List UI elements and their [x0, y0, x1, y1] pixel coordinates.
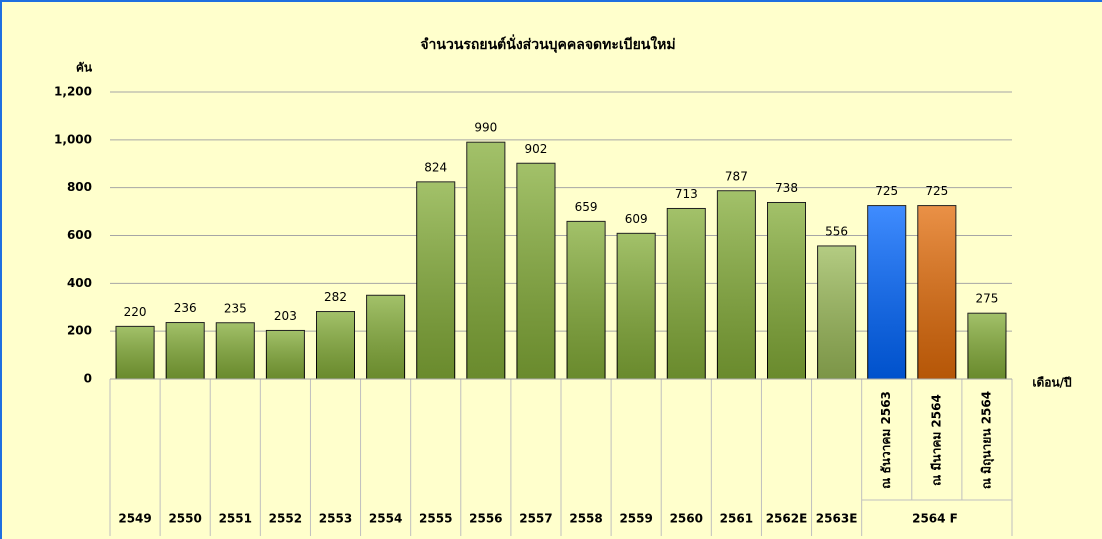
x-tick-label: ณ มีนาคม 2564: [929, 394, 943, 486]
y-tick-label: 600: [67, 228, 92, 242]
x-tick-label: 2561: [720, 512, 753, 526]
y-tick-label: 200: [67, 324, 92, 338]
bar: [265, 329, 305, 380]
x-tick-label: 2559: [619, 512, 652, 526]
x-tick-label: 2558: [569, 512, 602, 526]
bar: [716, 190, 756, 380]
bar: [767, 201, 806, 380]
x-tick-label: ณ ธันวาคม 2563: [879, 391, 893, 489]
bar: [666, 207, 706, 380]
x-tick-label: 2560: [670, 512, 703, 526]
bar: [616, 232, 656, 380]
data-label: 609: [625, 212, 648, 226]
y-tick-label: 800: [67, 180, 92, 194]
bar: [115, 325, 155, 380]
y-tick-label: 1,000: [54, 132, 92, 146]
bar: [817, 245, 857, 380]
x-tick-label: 2549: [118, 512, 151, 526]
x-tick-label: 2554: [369, 512, 402, 526]
bar: [917, 205, 957, 380]
x-tick-label: 2563E: [816, 512, 858, 526]
x-tick-label: ณ มิถุนายน 2564: [979, 391, 994, 489]
data-label: 236: [174, 301, 197, 315]
data-label: 713: [675, 187, 698, 201]
data-label: 235: [224, 301, 247, 315]
x-tick-label: 2556: [469, 512, 502, 526]
data-label: 990: [474, 121, 497, 135]
x-tick-label: 2555: [419, 512, 452, 526]
bar: [366, 294, 406, 380]
data-label: 824: [424, 160, 447, 174]
bar: [416, 181, 456, 380]
data-label: 556: [825, 225, 848, 239]
chart-title: จำนวนรถยนต์นั่งส่วนบุคคลจดทะเบียนใหม่: [420, 34, 675, 53]
y-axis-label: คัน: [76, 61, 93, 75]
data-label: 725: [875, 184, 898, 198]
bar: [165, 322, 205, 380]
x-tick-label: 2562E: [766, 512, 808, 526]
data-label: 282: [324, 290, 347, 304]
group-label: 2564 F: [912, 512, 958, 526]
bar: [967, 312, 1007, 380]
data-label: 220: [124, 305, 147, 319]
data-label: 902: [524, 142, 547, 156]
x-tick-label: 2552: [269, 512, 302, 526]
data-label: 738: [775, 181, 798, 195]
y-tick-label: 1,200: [54, 85, 92, 99]
x-tick-label: 2557: [519, 512, 552, 526]
x-tick-label: 2550: [168, 512, 201, 526]
data-label: 275: [975, 292, 998, 306]
data-label: 659: [575, 200, 598, 214]
bar: [316, 311, 355, 380]
data-label: 203: [274, 309, 297, 323]
y-tick-label: 400: [67, 276, 92, 290]
y-tick-label: 0: [84, 372, 92, 386]
data-label: 725: [925, 184, 948, 198]
data-label: 787: [725, 169, 748, 183]
x-axis-label: เดือน/ปี: [1032, 376, 1072, 390]
bar: [466, 141, 506, 380]
x-tick-label: 2551: [219, 512, 252, 526]
bar: [566, 220, 606, 380]
x-tick-label: 2553: [319, 512, 352, 526]
bar: [867, 205, 907, 380]
bar: [215, 322, 255, 380]
bar: [516, 162, 556, 380]
